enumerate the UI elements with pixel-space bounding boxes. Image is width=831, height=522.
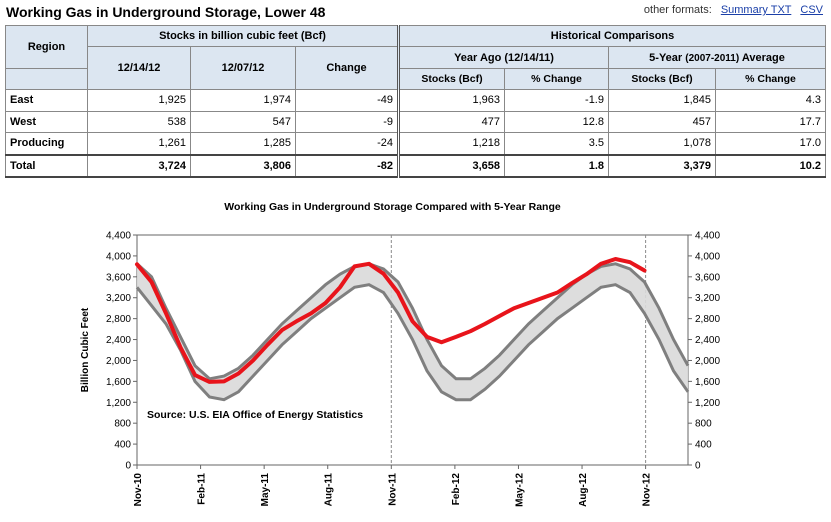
y-tick-label-right: 0 bbox=[695, 461, 701, 472]
region-header: Region bbox=[5, 25, 88, 69]
summary-txt-link[interactable]: Summary TXT bbox=[720, 4, 792, 16]
five-year-cell: 1,078 bbox=[608, 132, 716, 156]
five-year-label: 5-Year bbox=[649, 51, 683, 64]
table-row: Producing 1,261 1,285 -24 1,218 3.5 1,07… bbox=[5, 132, 827, 156]
five-year-pct-cell: 17.0 bbox=[714, 132, 827, 156]
stocks-cell: 1,925 bbox=[87, 89, 191, 112]
x-tick-label: Feb-11 bbox=[197, 473, 208, 505]
y-tick-label-right: 4,400 bbox=[695, 231, 720, 242]
y-tick-label-left: 2,000 bbox=[106, 356, 131, 367]
y-tick-label-left: 2,800 bbox=[106, 314, 131, 325]
chart-title: Working Gas in Underground Storage Compa… bbox=[224, 201, 561, 213]
region-cell: Producing bbox=[5, 132, 88, 156]
y-tick-label-left: 3,600 bbox=[106, 272, 131, 283]
x-tick-label: Nov-12 bbox=[642, 473, 653, 507]
year-ago-pct-cell: 12.8 bbox=[504, 110, 609, 134]
y-tick-label-right: 4,000 bbox=[695, 251, 720, 262]
x-tick-label: May-11 bbox=[260, 473, 271, 507]
other-formats: other formats: Summary TXT CSV bbox=[644, 4, 823, 16]
y-tick-label-right: 3,600 bbox=[695, 272, 720, 283]
stocks-cell: 3,806 bbox=[190, 153, 296, 179]
change-header: Change bbox=[295, 46, 399, 91]
actual-storage-line bbox=[135, 257, 647, 384]
y-tick-label-left: 800 bbox=[114, 419, 131, 430]
five-year-average: Average bbox=[741, 51, 785, 64]
y-tick-label-left: 2,400 bbox=[106, 335, 131, 346]
y-tick-label-left: 1,600 bbox=[106, 377, 131, 388]
region-subheader bbox=[5, 67, 88, 91]
y-tick-label-left: 3,200 bbox=[106, 293, 131, 304]
y-tick-label-left: 0 bbox=[125, 461, 131, 472]
storage-chart: Working Gas in Underground Storage Compa… bbox=[80, 201, 720, 507]
x-tick-label: Aug-11 bbox=[324, 473, 335, 507]
x-tick-label: Nov-10 bbox=[133, 473, 144, 507]
x-tick-label: Feb-12 bbox=[451, 473, 462, 506]
five-year-stocks-header: Stocks (Bcf) bbox=[608, 67, 716, 91]
y-tick-label-right: 1,600 bbox=[695, 377, 720, 388]
other-formats-label: other formats: bbox=[643, 4, 712, 16]
five-year-pct-cell: 4.3 bbox=[714, 89, 827, 112]
stocks-cell: 1,974 bbox=[190, 89, 296, 112]
five-year-range-band bbox=[137, 263, 688, 400]
year-ago-pct-cell: -1.9 bbox=[504, 89, 609, 112]
five-year-cell: 3,379 bbox=[608, 153, 716, 179]
five-year-pct-header: % Change bbox=[714, 67, 827, 91]
page-title: Working Gas in Underground Storage, Lowe… bbox=[6, 4, 326, 20]
y-axis-label: Billion Cubic Feet bbox=[80, 307, 91, 392]
year-ago-cell: 1,218 bbox=[397, 132, 505, 156]
stocks-cell: 1,285 bbox=[190, 132, 296, 156]
year-ago-cell: 3,658 bbox=[397, 153, 505, 179]
y-tick-label-left: 4,000 bbox=[106, 251, 131, 262]
year-ago-pct-cell: 1.8 bbox=[504, 153, 609, 179]
change-cell: -24 bbox=[295, 132, 399, 156]
table-row: East 1,925 1,974 -49 1,963 -1.9 1,845 4.… bbox=[5, 89, 827, 112]
five-year-cell: 457 bbox=[608, 110, 716, 134]
year-ago-cell: 1,963 bbox=[397, 89, 505, 112]
date-header-1: 12/14/12 bbox=[87, 46, 191, 91]
five-year-header: 5-Year (2007-2011) Average bbox=[607, 46, 827, 69]
stocks-cell: 538 bbox=[87, 110, 191, 134]
y-tick-label-right: 2,400 bbox=[695, 335, 720, 346]
year-ago-header: Year Ago (12/14/11) bbox=[397, 46, 609, 69]
x-tick-label: Nov-11 bbox=[387, 473, 398, 506]
stocks-group-header: Stocks in billion cubic feet (Bcf) bbox=[87, 24, 399, 48]
year-ago-pct-cell: 3.5 bbox=[504, 132, 609, 156]
source-annotation: Source: U.S. EIA Office of Energy Statis… bbox=[147, 409, 363, 421]
y-tick-label-left: 400 bbox=[114, 440, 131, 451]
y-tick-label-right: 400 bbox=[695, 440, 712, 451]
change-cell: -82 bbox=[295, 153, 399, 179]
x-tick-label: Aug-12 bbox=[578, 473, 589, 507]
y-tick-label-right: 2,000 bbox=[695, 356, 720, 367]
csv-link[interactable]: CSV bbox=[800, 4, 823, 16]
year-ago-stocks-header: Stocks (Bcf) bbox=[397, 67, 505, 91]
region-cell: West bbox=[5, 110, 88, 134]
y-tick-label-right: 3,200 bbox=[695, 293, 720, 304]
five-year-pct-cell: 17.7 bbox=[714, 110, 827, 134]
change-cell: -9 bbox=[295, 110, 399, 134]
table-row: West 538 547 -9 477 12.8 457 17.7 bbox=[5, 110, 827, 134]
stocks-cell: 1,261 bbox=[87, 132, 191, 156]
historical-header: Historical Comparisons bbox=[396, 24, 827, 48]
date-header-2: 12/07/12 bbox=[190, 46, 296, 91]
region-cell: East bbox=[5, 89, 88, 112]
change-cell: -49 bbox=[295, 89, 399, 112]
table-row-total: Total 3,724 3,806 -82 3,658 1.8 3,379 10… bbox=[5, 153, 827, 179]
range-min-line bbox=[135, 283, 690, 402]
y-tick-label-right: 800 bbox=[695, 419, 712, 430]
stocks-cell: 547 bbox=[190, 110, 296, 134]
year-ago-pct-header: % Change bbox=[504, 67, 609, 91]
y-tick-label-left: 4,400 bbox=[106, 231, 131, 242]
stocks-cell: 3,724 bbox=[87, 153, 191, 179]
storage-table: Region Stocks in billion cubic feet (Bcf… bbox=[5, 24, 827, 179]
y-tick-label-left: 1,200 bbox=[106, 398, 131, 409]
five-year-range: (2007-2011) bbox=[685, 52, 740, 64]
x-tick-label: May-12 bbox=[514, 473, 525, 507]
y-tick-label-right: 1,200 bbox=[695, 398, 720, 409]
year-ago-cell: 477 bbox=[397, 110, 505, 134]
y-tick-label-right: 2,800 bbox=[695, 314, 720, 325]
five-year-pct-cell: 10.2 bbox=[714, 153, 827, 179]
five-year-cell: 1,845 bbox=[608, 89, 716, 112]
region-cell: Total bbox=[5, 153, 88, 179]
